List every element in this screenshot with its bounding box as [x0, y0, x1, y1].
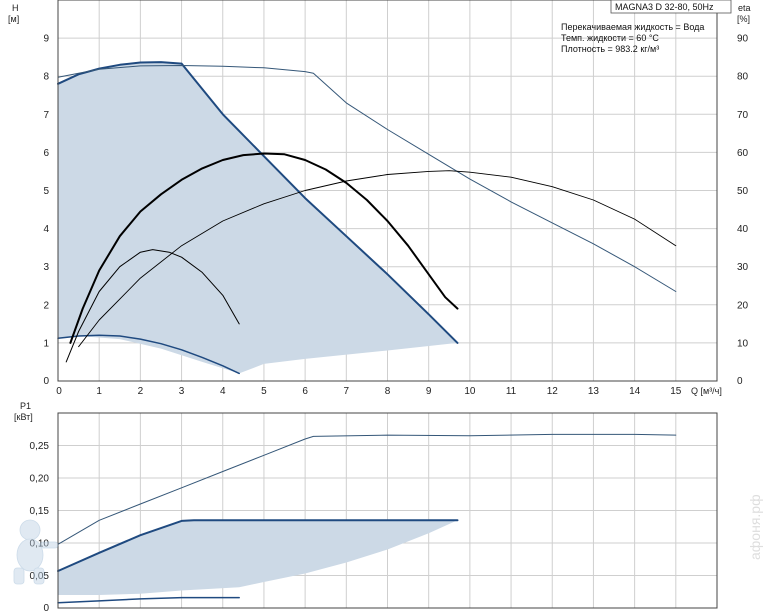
y-tick-label: 0,15	[30, 506, 50, 517]
eta-tick-label: 80	[737, 72, 749, 83]
eta-tick-label: 90	[737, 34, 749, 45]
x-tick-label: 11	[506, 386, 517, 397]
y-tick-label: 7	[43, 110, 49, 121]
eta-tick-labels: 0 10 20 30 40 50 60 70 80 90	[737, 34, 749, 387]
info-fluid: Перекачиваемая жидкость = Вода	[561, 22, 704, 32]
power-chart: 0 0,05 0,10 0,15 0,20 0,25 P1 [кВт]	[14, 401, 718, 611]
operating-area-fill	[58, 62, 458, 374]
y-tick-label: 0	[43, 603, 49, 611]
power-operating-area	[58, 520, 458, 595]
y-tick-label: 5	[43, 186, 49, 197]
curve-0-5	[78, 170, 677, 348]
y-tick-label: 0,05	[30, 571, 50, 582]
watermark: афоня.рф	[13, 494, 763, 585]
x-tick-label: 4	[220, 386, 226, 397]
eta-tick-label: 0	[737, 376, 743, 387]
power-axis-label-unit: [кВт]	[14, 412, 33, 422]
head-plot-frame	[57, 0, 718, 382]
power-axis-label-name: P1	[20, 401, 31, 411]
power-curves	[57, 433, 677, 604]
head-operating-area	[58, 62, 458, 374]
eta-tick-label: 60	[737, 148, 749, 159]
y-tick-label: 0,20	[30, 474, 50, 485]
power-grid	[58, 413, 717, 608]
operating-area-fill	[58, 520, 458, 595]
flow-tick-labels: 0 1 2 3 4 5 6 7 8 9 10 11 12 13 14 15	[56, 386, 682, 397]
y-tick-label: 0,10	[30, 539, 50, 550]
eta-axis-label-name: eta	[738, 3, 751, 13]
curve-1-2	[57, 433, 677, 545]
eta-tick-label: 30	[737, 262, 749, 273]
head-axis-label-name: H	[12, 3, 19, 13]
eta-tick-label: 40	[737, 224, 749, 235]
y-tick-label: 2	[43, 300, 49, 311]
eta-axis-label-unit: [%]	[737, 14, 750, 24]
y-tick-label: 6	[43, 148, 49, 159]
curve-0-1	[57, 334, 240, 375]
info-density: Плотность = 983.2 кг/м³	[561, 44, 659, 54]
eta-tick-label: 10	[737, 338, 749, 349]
head-tick-labels: 0 1 2 3 4 5 6 7 8 9	[43, 34, 49, 387]
x-tick-label: 5	[261, 386, 267, 397]
flow-axis-label: Q [м³/ч]	[691, 386, 722, 396]
curve-0-2	[57, 65, 677, 292]
x-tick-label: 2	[138, 386, 144, 397]
head-axis-label-unit: [м]	[8, 14, 19, 24]
power-plot-frame	[57, 412, 718, 609]
x-tick-label: 9	[426, 386, 432, 397]
x-tick-label: 15	[670, 386, 682, 397]
y-tick-label: 1	[43, 338, 49, 349]
curve-1-0	[57, 519, 459, 572]
x-tick-label: 14	[629, 386, 641, 397]
title-box	[610, 0, 732, 14]
x-tick-label: 10	[464, 386, 476, 397]
curve-0-3	[69, 152, 459, 344]
x-tick-label: 3	[179, 386, 185, 397]
y-tick-label: 0,25	[30, 441, 50, 452]
chart-title: MAGNA3 D 32-80, 50Hz	[615, 2, 714, 12]
head-grid	[58, 0, 717, 381]
eta-tick-label: 70	[737, 110, 749, 121]
info-temperature: Темп. жидкости = 60 °C	[561, 33, 659, 43]
x-tick-label: 8	[385, 386, 391, 397]
x-tick-label: 13	[588, 386, 600, 397]
eta-tick-label: 50	[737, 186, 749, 197]
x-tick-label: 0	[56, 386, 62, 397]
curve-0-4	[65, 249, 240, 363]
x-tick-label: 1	[96, 386, 102, 397]
power-tick-labels: 0 0,05 0,10 0,15 0,20 0,25	[30, 441, 50, 611]
curve-0-0	[57, 61, 459, 344]
x-tick-label: 12	[547, 386, 559, 397]
y-tick-label: 9	[43, 34, 49, 45]
watermark-text: афоня.рф	[747, 494, 763, 560]
y-tick-label: 8	[43, 72, 49, 83]
y-tick-label: 0	[43, 376, 49, 387]
y-tick-label: 3	[43, 262, 49, 273]
y-tick-label: 4	[43, 224, 49, 235]
curve-1-1	[57, 596, 240, 604]
mascot-logo	[13, 519, 59, 585]
x-tick-label: 6	[302, 386, 308, 397]
eta-tick-label: 20	[737, 300, 749, 311]
head-curves	[57, 61, 677, 375]
x-tick-label: 7	[344, 386, 350, 397]
